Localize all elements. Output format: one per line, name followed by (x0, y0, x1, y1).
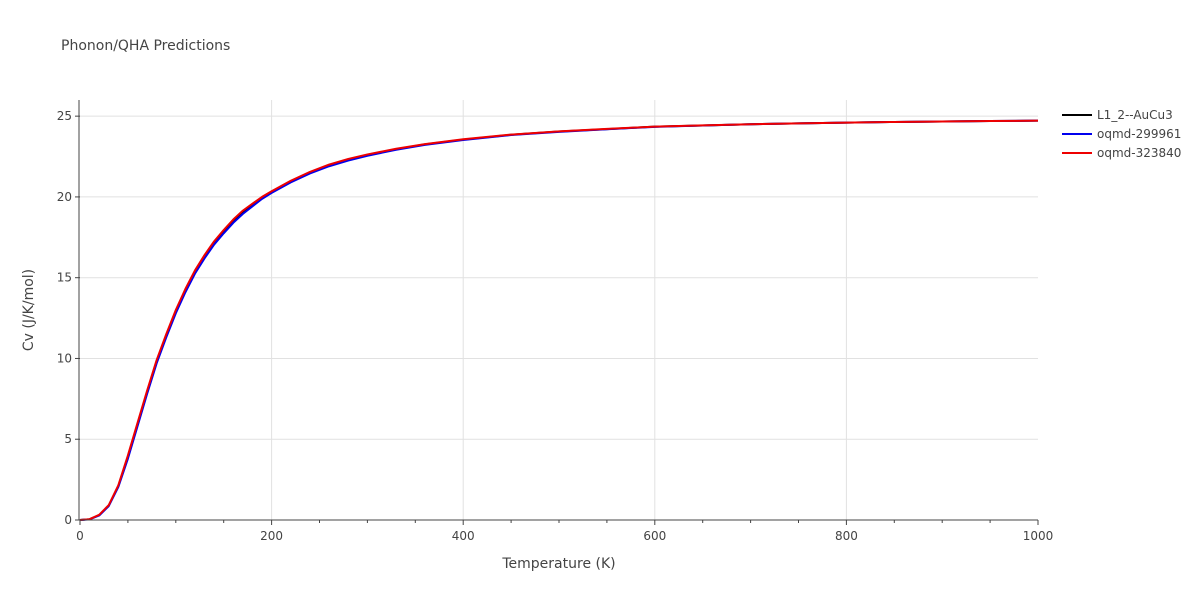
y-tick-label: 25 (57, 109, 72, 123)
plot-area (79, 119, 1039, 521)
x-axis-title: Temperature (K) (501, 556, 615, 572)
x-tick-label: 600 (643, 529, 666, 543)
y-tick-label: 5 (64, 432, 72, 446)
legend[interactable]: L1_2--AuCu3 oqmd-299961 oqmd-323840 (1062, 108, 1181, 160)
legend-label: L1_2--AuCu3 (1097, 108, 1173, 122)
legend-label: oqmd-299961 (1097, 127, 1181, 141)
legend-item[interactable]: oqmd-323840 (1062, 146, 1181, 160)
y-tick-label: 10 (57, 351, 72, 365)
x-tick-label: 0 (76, 529, 84, 543)
legend-label: oqmd-323840 (1097, 146, 1181, 160)
y-axis-ticks: 0 5 10 15 20 25 (57, 109, 80, 527)
series-line-1 (79, 119, 1039, 521)
chart-title: Phonon/QHA Predictions (61, 38, 230, 54)
legend-item[interactable]: L1_2--AuCu3 (1062, 108, 1173, 122)
series-line-2 (79, 119, 1039, 521)
x-tick-label: 800 (835, 529, 858, 543)
y-tick-label: 20 (57, 190, 72, 204)
x-axis-ticks: 0 200 400 600 800 1000 (76, 520, 1053, 543)
y-axis-title: Cv (J/K/mol) (21, 269, 37, 351)
y-tick-label: 15 (57, 271, 72, 285)
legend-item[interactable]: oqmd-299961 (1062, 127, 1181, 141)
series-line-3 (79, 119, 1039, 521)
y-tick-label: 0 (64, 513, 72, 527)
x-tick-label: 200 (260, 529, 283, 543)
grid (80, 100, 1038, 520)
x-tick-label: 400 (452, 529, 475, 543)
x-tick-label: 1000 (1023, 529, 1054, 543)
